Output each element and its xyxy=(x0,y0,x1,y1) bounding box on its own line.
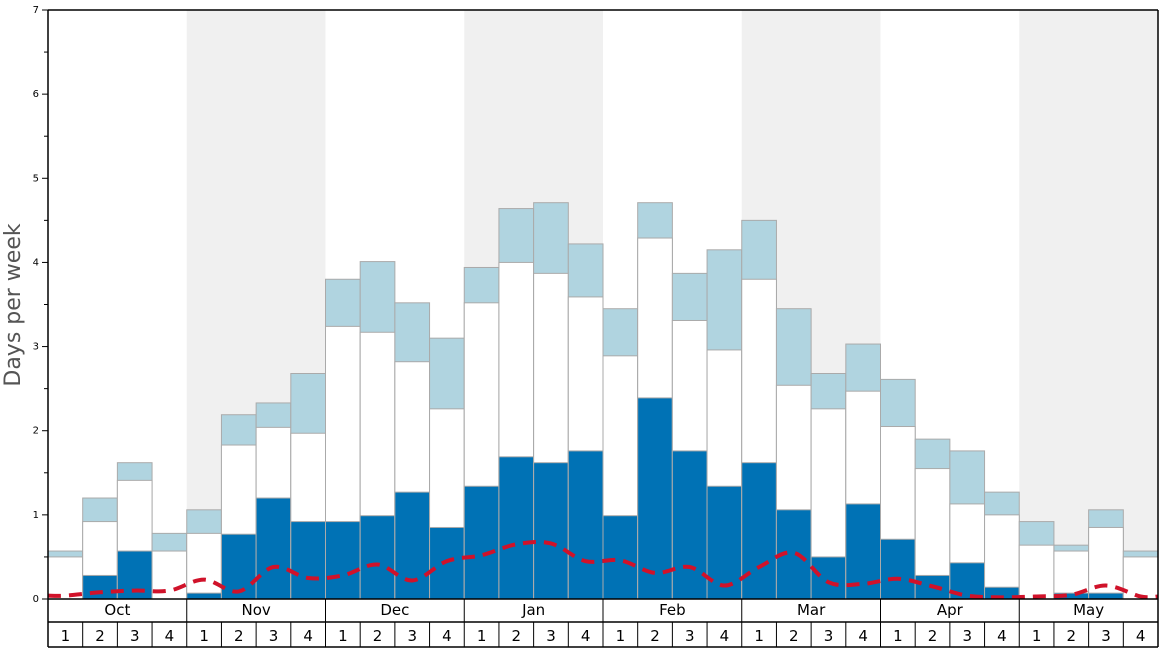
week-label: 1 xyxy=(338,627,348,645)
bar-white xyxy=(1018,544,1055,600)
y-axis-label: Days per week xyxy=(1,223,26,386)
week-label: 2 xyxy=(95,627,105,645)
bar-dark xyxy=(290,521,326,600)
week-label: 1 xyxy=(1032,627,1042,645)
month-label: May xyxy=(1073,601,1104,619)
week-label: 2 xyxy=(234,627,244,645)
trend-line xyxy=(47,539,1159,600)
bar-dark xyxy=(463,485,500,600)
week-label: 4 xyxy=(442,627,452,645)
week-label: 1 xyxy=(477,627,487,645)
week-label: 4 xyxy=(581,627,591,645)
y-tick-label: 6 xyxy=(33,89,39,100)
month-label: Nov xyxy=(241,601,270,619)
month-band xyxy=(1019,10,1158,599)
month-label: Jan xyxy=(521,601,545,619)
bar-white xyxy=(1122,556,1159,600)
week-label: 3 xyxy=(1101,627,1111,645)
bar-dark xyxy=(255,497,292,600)
trend-line-group xyxy=(47,539,1159,600)
bar-dark xyxy=(394,491,431,600)
week-label: 3 xyxy=(824,627,834,645)
y-tick-label: 3 xyxy=(33,342,39,353)
bar-dark xyxy=(567,450,604,600)
week-label: 4 xyxy=(720,627,730,645)
bar-dark xyxy=(325,521,361,600)
week-label: 3 xyxy=(130,627,140,645)
y-tick-label: 7 xyxy=(33,5,39,16)
week-label: 1 xyxy=(616,627,626,645)
week-label: 3 xyxy=(269,627,279,645)
week-label: 2 xyxy=(928,627,938,645)
y-axis: 0 1 2 3 4 5 6 7 xyxy=(33,5,1159,647)
week-label: 1 xyxy=(893,627,903,645)
bar-dark xyxy=(671,450,708,600)
week-label: 4 xyxy=(997,627,1007,645)
x-axis: Oct Nov Dec Jan Feb Mar Apr May 1 2 3 4 1 2 3 4 1 2 3 4 1 2 3 4… xyxy=(47,598,1158,648)
bar-dark xyxy=(220,533,257,600)
week-label: 2 xyxy=(1067,627,1077,645)
y-tick-label: 0 xyxy=(33,594,39,605)
y-tick-label: 4 xyxy=(33,257,39,268)
week-label: 2 xyxy=(650,627,660,645)
bar-dark xyxy=(810,556,847,600)
week-label: 1 xyxy=(61,627,71,645)
bar-dark xyxy=(637,397,673,600)
week-label: 3 xyxy=(407,627,417,645)
bar-white xyxy=(47,556,84,600)
bar-white xyxy=(984,514,1020,600)
month-label: Apr xyxy=(937,601,964,619)
month-label: Feb xyxy=(659,601,686,619)
week-label: 1 xyxy=(199,627,209,645)
week-label: 3 xyxy=(685,627,695,645)
week-label: 4 xyxy=(165,627,175,645)
y-tick-label: 1 xyxy=(33,510,39,521)
week-label: 2 xyxy=(373,627,383,645)
week-label: 3 xyxy=(962,627,972,645)
bar-dark xyxy=(498,456,535,600)
bar-dark xyxy=(82,574,118,600)
week-label: 2 xyxy=(512,627,522,645)
bar-dark xyxy=(186,592,222,600)
week-label: 2 xyxy=(789,627,799,645)
y-tick-label: 5 xyxy=(33,173,39,184)
y-tick-label: 2 xyxy=(33,426,39,437)
month-label: Mar xyxy=(797,601,826,619)
bar-white xyxy=(186,532,222,600)
week-label: 1 xyxy=(754,627,764,645)
bar-dark xyxy=(359,515,396,600)
month-label: Oct xyxy=(104,601,130,619)
bar-dark xyxy=(1088,592,1124,600)
bar-dark xyxy=(533,462,569,600)
bar-dark xyxy=(602,515,639,600)
week-label: 3 xyxy=(546,627,556,645)
month-label: Dec xyxy=(380,601,409,619)
week-label: 4 xyxy=(858,627,868,645)
week-label: 4 xyxy=(303,627,313,645)
week-label: 4 xyxy=(1136,627,1146,645)
bar-dark xyxy=(880,538,916,600)
bar-dark xyxy=(741,462,777,600)
